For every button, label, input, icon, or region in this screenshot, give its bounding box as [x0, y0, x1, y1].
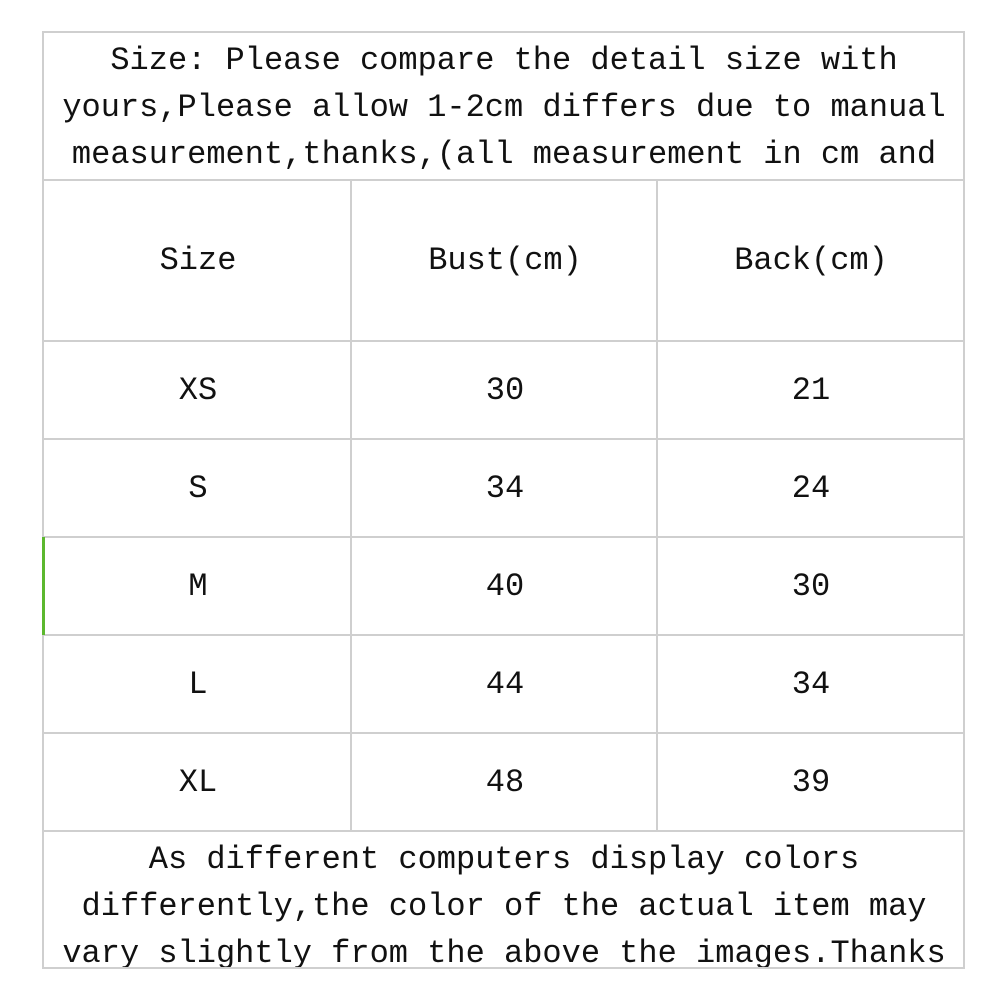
cell-bust: 40 [485, 567, 525, 605]
cell-size: L [188, 665, 208, 703]
header-bust: Bust(cm) [428, 242, 582, 279]
header-size: Size [159, 242, 237, 279]
grid-line [43, 536, 965, 538]
cell-back: 30 [791, 567, 831, 605]
intro-text: Size: Please compare the detail size wit… [62, 42, 946, 173]
cell-back: 24 [791, 469, 831, 507]
cell-bust: 48 [485, 763, 525, 801]
grid-line [350, 180, 352, 831]
cell-back: 39 [791, 763, 831, 801]
cell-back: 21 [791, 371, 831, 409]
grid-line [43, 438, 965, 440]
header-back: Back(cm) [734, 242, 888, 279]
footer-text: As different computers display colors di… [62, 841, 946, 967]
grid-line [43, 31, 965, 33]
cell-bust: 30 [485, 371, 525, 409]
cell-bust: 44 [485, 665, 525, 703]
grid-line [43, 830, 965, 832]
cell-size: XL [178, 763, 218, 801]
grid-line [43, 179, 965, 181]
grid-line [43, 732, 965, 734]
grid-line [42, 31, 44, 969]
cell-size: S [188, 469, 208, 507]
cell-size: XS [178, 371, 218, 409]
grid-line [963, 31, 965, 969]
grid-line [43, 340, 965, 342]
row-highlight-marker [42, 537, 45, 635]
cell-back: 34 [791, 665, 831, 703]
grid-line [656, 180, 658, 831]
grid-line [43, 967, 965, 969]
grid-line [43, 634, 965, 636]
cell-bust: 34 [485, 469, 525, 507]
cell-size: M [188, 567, 208, 605]
